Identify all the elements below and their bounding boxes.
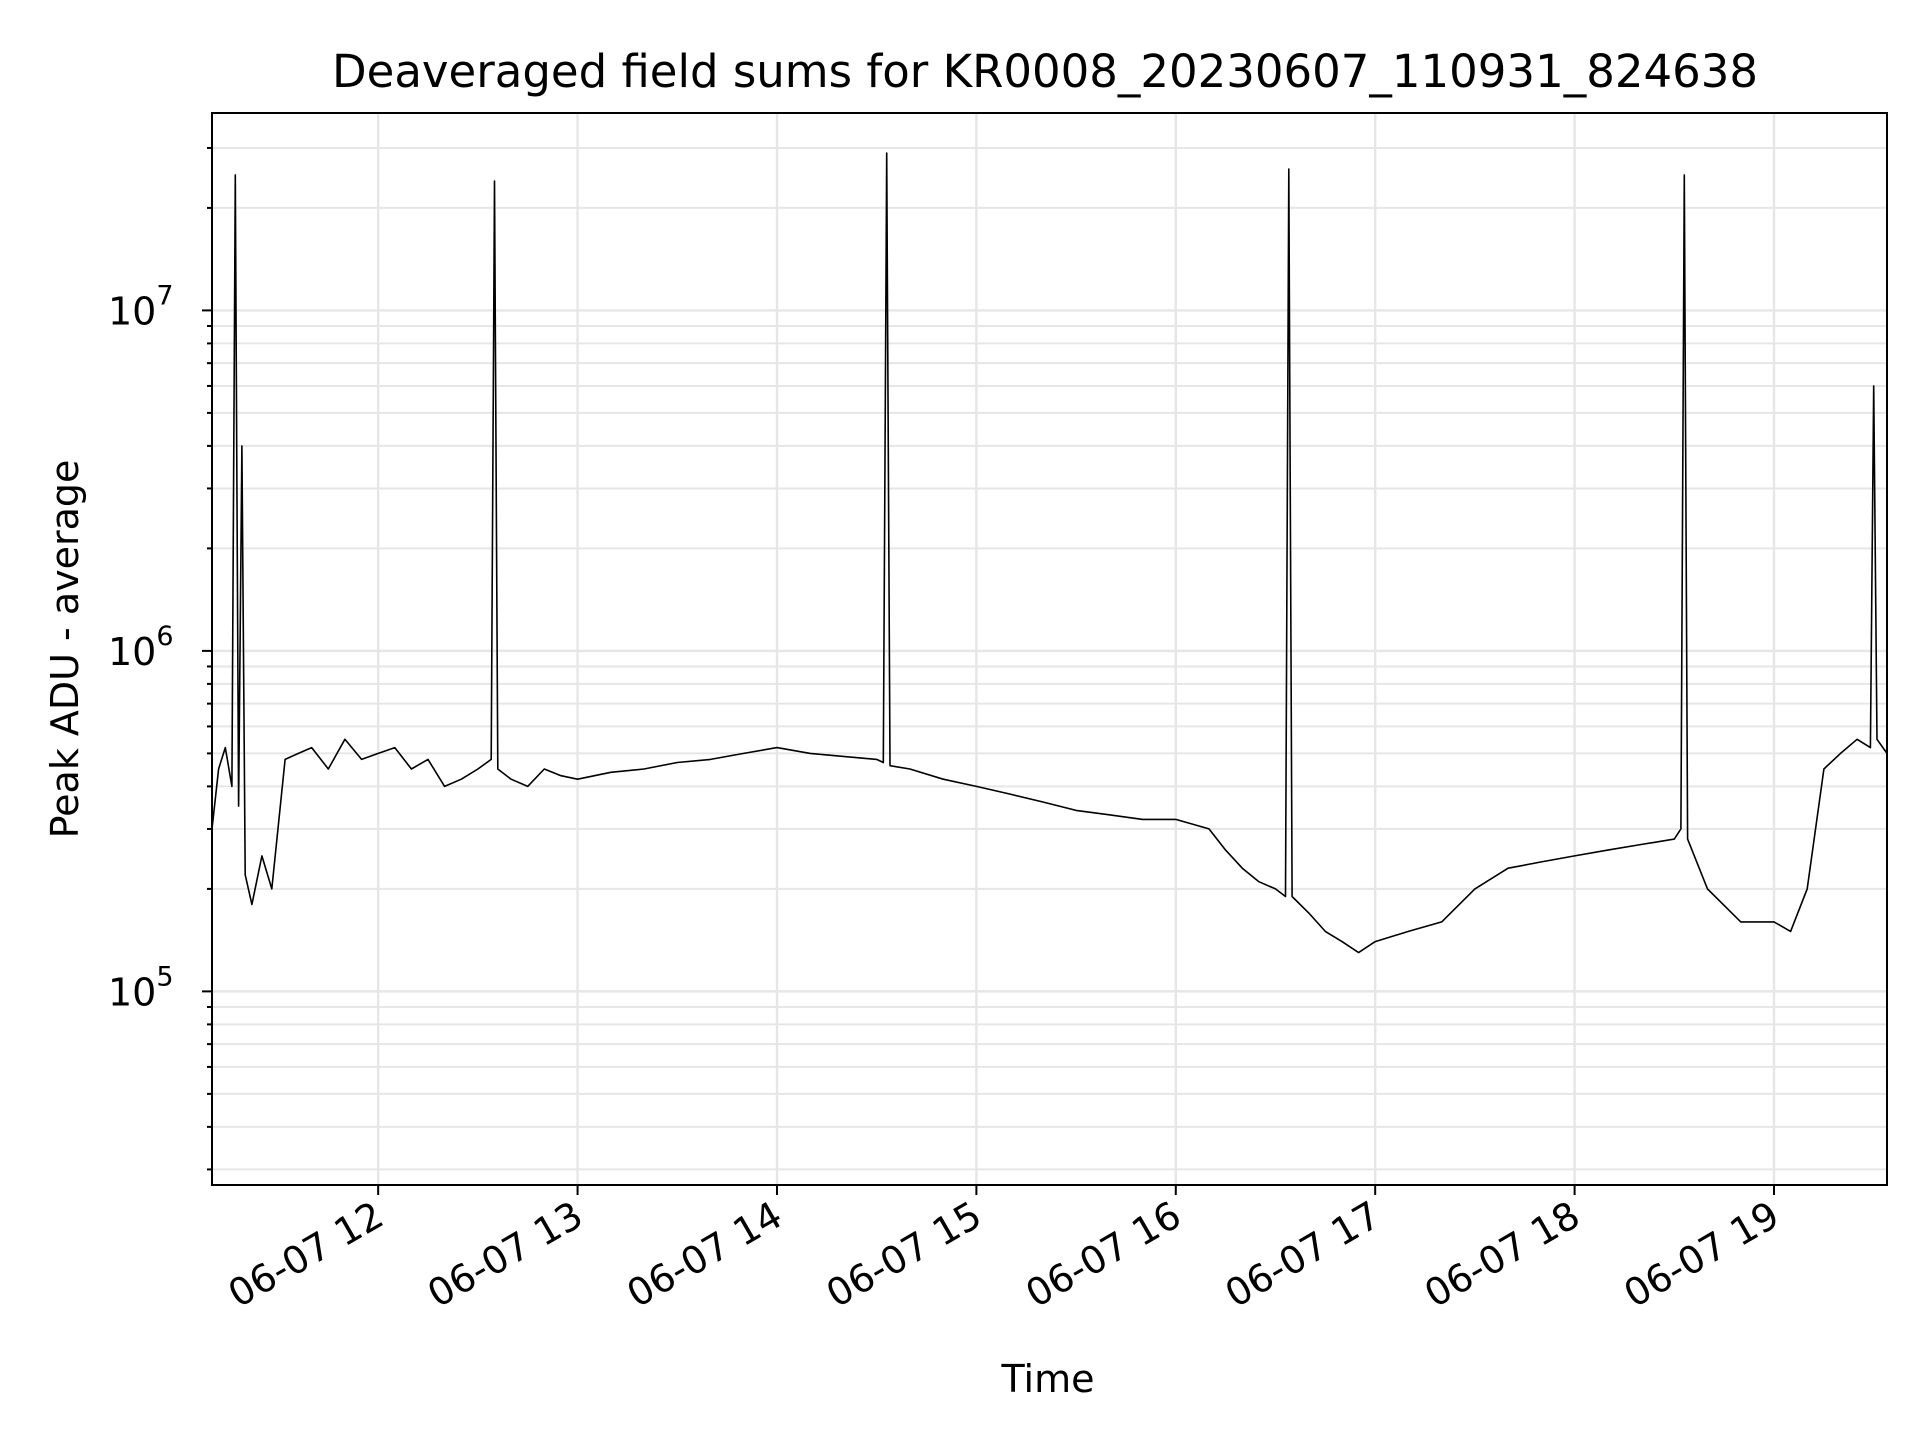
- x-axis-label: Time: [1001, 1357, 1095, 1401]
- series-line: [211, 152, 1888, 954]
- plot-frame: [211, 112, 1888, 1186]
- series-layer: [211, 152, 1888, 954]
- y-axis: 105 106 107: [108, 146, 212, 1171]
- y-tick-label: 106: [108, 621, 174, 674]
- chart-title: Deaveraged field sums for KR0008_2023060…: [332, 45, 1758, 98]
- y-tick-label: 107: [108, 280, 174, 333]
- y-tick-label: 105: [108, 961, 174, 1014]
- grid: [212, 113, 1887, 1185]
- y-axis-label: Peak ADU - average: [43, 460, 87, 839]
